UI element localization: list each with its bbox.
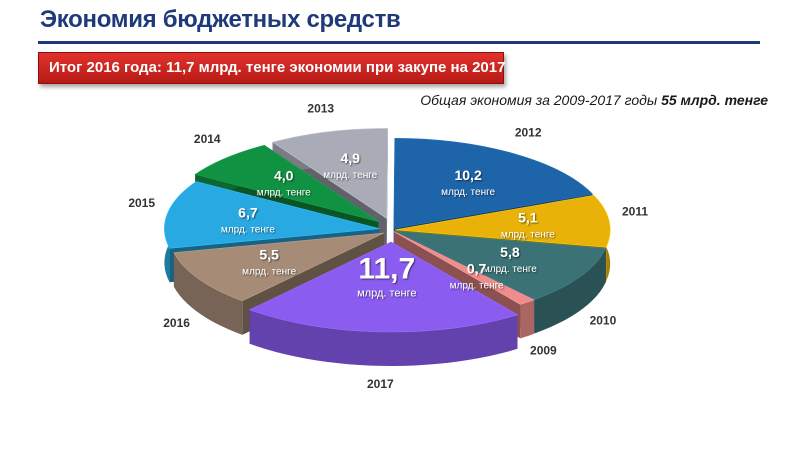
slice-year-2010: 2010	[590, 313, 617, 327]
slice-value-2016: 5,5	[259, 247, 279, 263]
slice-unit-2014: млрд. тенге	[257, 187, 311, 198]
total-savings-value: 55 млрд. тенге	[661, 92, 768, 108]
pie-slice-side	[249, 309, 518, 366]
pie-slice-2017	[248, 241, 519, 333]
slice-year-2011: 2011	[622, 204, 648, 218]
slice-year-2016: 2016	[163, 316, 190, 330]
slice-year-2012: 2012	[515, 125, 542, 139]
pie-slice-2013	[271, 128, 389, 220]
pie-slice-2015	[164, 181, 380, 249]
pie-labels: 11,7 млрд. тенге 5,5 млрд. тенге 6,7 млрд. те…	[128, 102, 648, 391]
slice-value-2010: 5,8	[500, 244, 520, 260]
slice-value-2012: 10,2	[454, 167, 481, 183]
pie-slice-2014	[194, 144, 379, 222]
pie-slice-side	[534, 248, 606, 334]
slice-year-2017: 2017	[367, 377, 394, 391]
slice-unit-2009: млрд. тенге	[450, 280, 504, 291]
total-savings-caption: Общая экономия за 2009-2017 годы 55 млрд…	[420, 92, 768, 108]
pie-slice-side	[520, 299, 534, 339]
pie-slice-2012	[393, 138, 594, 229]
slice-value-2017: 11,7	[358, 252, 415, 285]
slice-unit-2017: млрд. тенге	[357, 287, 416, 299]
pie-slice-2009	[393, 231, 535, 305]
summary-banner: Итог 2016 года: 11,7 млрд. тенге экономи…	[38, 52, 534, 84]
slice-year-2015: 2015	[128, 196, 155, 210]
slice-unit-2013: млрд. тенге	[323, 170, 377, 181]
slice-year-2014: 2014	[194, 132, 221, 146]
slice-unit-2010: млрд. тенге	[483, 264, 537, 275]
pie-slice-2011	[395, 195, 611, 248]
slice-year-2013: 2013	[307, 102, 334, 116]
slice-unit-2011: млрд. тенге	[501, 229, 555, 240]
title-divider	[38, 41, 760, 44]
pie-slice-2010	[394, 230, 607, 300]
slice-year-2009: 2009	[530, 344, 557, 358]
slice-unit-2012: млрд. тенге	[441, 187, 495, 198]
total-savings-prefix: Общая экономия за 2009-2017 годы	[420, 92, 662, 108]
slice-value-2014: 4,0	[274, 167, 294, 183]
slice-unit-2016: млрд. тенге	[242, 267, 296, 278]
slice-value-2011: 5,1	[518, 209, 538, 225]
slice-value-2009: 0,7	[467, 260, 487, 276]
slice-value-2013: 4,9	[341, 150, 361, 166]
summary-banner-text: Итог 2016 года: 11,7 млрд. тенге экономи…	[49, 59, 535, 76]
slice-value-2015: 6,7	[238, 204, 258, 220]
page-title: Экономия бюджетных средств	[40, 6, 401, 33]
slice-unit-2015: млрд. тенге	[221, 224, 275, 235]
pie-slice-2016	[173, 232, 384, 302]
pie-tops	[164, 128, 611, 333]
